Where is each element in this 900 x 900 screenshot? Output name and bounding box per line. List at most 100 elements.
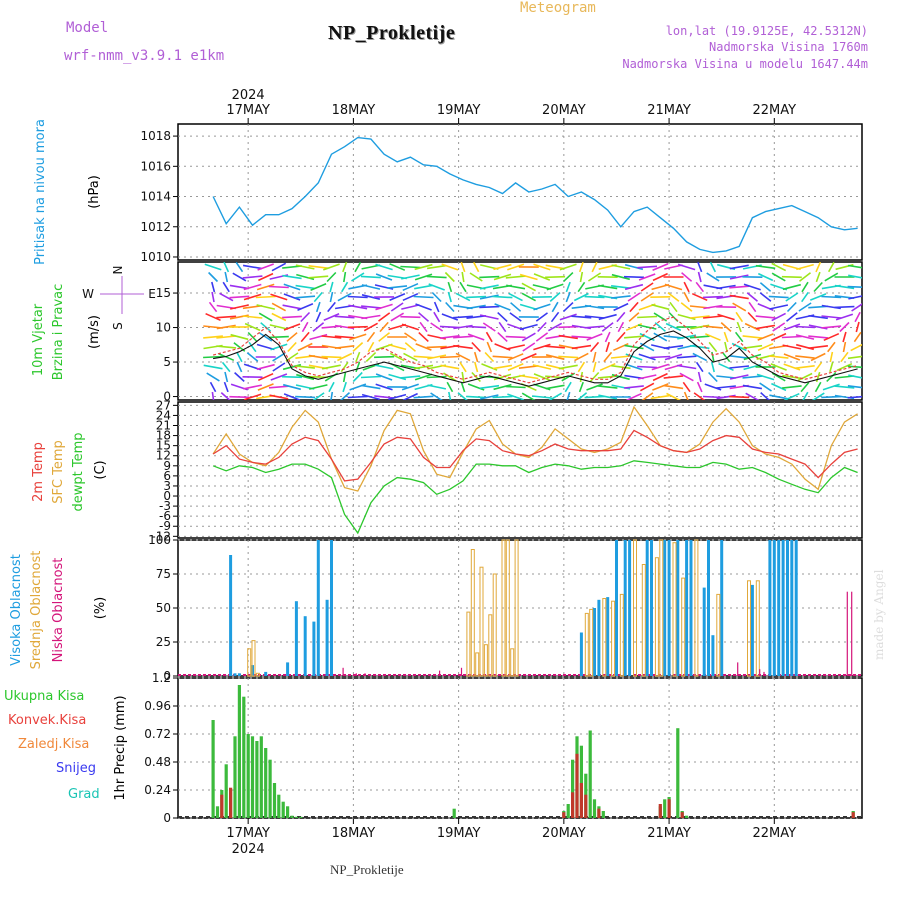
compass-n: N <box>111 266 125 275</box>
wind-barb <box>573 292 589 302</box>
wind-barb <box>270 293 288 301</box>
cloud-panel: 100 75 50 25 0 Visoka Oblacnost Srednja Oblacn… <box>9 533 863 683</box>
wind-barb <box>704 383 722 391</box>
wind-barb <box>652 272 668 282</box>
wind-barb <box>497 312 508 322</box>
wind-barb <box>827 341 836 353</box>
wind-barb <box>361 264 381 270</box>
precip-total-bar <box>579 745 583 818</box>
pressure-ytick-label: 1016 <box>140 159 171 173</box>
compass-icon: N W E S <box>82 266 156 330</box>
pressure-ytick-label: 1018 <box>140 129 171 143</box>
wind-barb <box>814 361 823 373</box>
cloud-high-bar <box>325 599 329 676</box>
precip-total-bar <box>294 816 298 818</box>
wind-barb <box>340 392 351 400</box>
wind-barb <box>624 385 644 389</box>
wind-barb <box>401 304 420 310</box>
wind-barb <box>842 341 847 353</box>
wind-barb <box>297 342 313 352</box>
wind-barb <box>389 263 406 271</box>
wind-barb <box>459 361 467 373</box>
wind-barb <box>236 351 243 363</box>
wind-barb <box>401 323 420 331</box>
wind-barb <box>680 302 693 312</box>
wind-barb <box>334 315 355 319</box>
cloud-high-bar <box>593 608 596 676</box>
wind-barb <box>696 381 703 393</box>
wind-barb <box>664 353 683 361</box>
wind-barb <box>626 392 642 400</box>
wind-barb <box>637 374 657 380</box>
wind-barb <box>795 355 815 359</box>
cloud-high-bar <box>330 540 333 676</box>
cloud-mid-bar <box>488 614 493 677</box>
temperature-ytick-label: 21 <box>156 419 171 433</box>
cloud-low-bar <box>439 670 441 676</box>
wind-barb <box>457 392 468 400</box>
wind-barb <box>390 312 405 322</box>
precip-panel: 1.2 0.96 0.72 0.48 0.24 0 Ukupna Kisa Konvek.Ki… <box>4 671 863 825</box>
wind-barb <box>855 321 860 333</box>
wind-barb <box>617 321 625 333</box>
pressure-axis-label: Pritisak na nivou mora <box>33 119 48 265</box>
wind-barb <box>757 272 774 282</box>
wind-barb <box>796 263 814 271</box>
cloud-mid-bar <box>716 593 721 677</box>
cloud-high-bar <box>711 635 715 676</box>
wind-barb <box>548 322 563 332</box>
wind-barb <box>729 294 749 300</box>
cloud-mid-bar <box>510 648 515 677</box>
wind-unit-label: (m/s) <box>87 315 102 349</box>
cloud-mid-bar <box>619 593 624 677</box>
wind-barb <box>327 301 336 313</box>
wind-barb <box>272 352 286 362</box>
wind-barb <box>781 275 802 279</box>
altitude-label: Nadmorska Visina 1760m <box>709 40 868 54</box>
precip-convective-bar <box>229 787 233 818</box>
wind-barb <box>716 385 736 389</box>
wind-barb <box>689 335 710 339</box>
wind-barb <box>348 304 368 310</box>
precip-convective-bar <box>575 753 579 818</box>
wind-ytick-label: 0 <box>163 390 171 404</box>
wind-barb <box>479 284 499 290</box>
wind-barb <box>810 293 827 301</box>
precip-total-bar <box>237 685 241 818</box>
wind-barb <box>256 304 275 310</box>
wind-barb <box>689 315 710 319</box>
wind-barb <box>492 364 513 370</box>
wind-barb <box>683 291 690 303</box>
wind-barb <box>564 381 572 393</box>
wind-barb <box>472 262 480 273</box>
wind-barb <box>729 355 749 359</box>
wind-barb <box>342 381 347 393</box>
wind-barb <box>821 325 842 329</box>
wind-barb <box>203 335 223 339</box>
wind-barb <box>404 342 417 352</box>
wind-barb <box>616 331 626 343</box>
wind-barb <box>638 273 656 281</box>
wind-barb <box>321 335 342 339</box>
wind-barb <box>256 283 275 291</box>
wind-barb <box>224 271 229 283</box>
wind-barb <box>243 384 262 390</box>
wind-speed-line <box>213 330 858 387</box>
cloud-mid-bar <box>641 564 646 677</box>
cloud-low-bar <box>342 667 344 676</box>
wind-barb <box>592 361 597 373</box>
wind-barb <box>610 355 631 359</box>
cloud-low-bar <box>364 673 366 676</box>
date-label-bottom: 18MAY <box>332 826 376 841</box>
wind-barb <box>742 384 763 390</box>
pressure-panel: 1018 1016 1014 1012 1010 <box>140 123 863 264</box>
wind-barb <box>709 262 717 273</box>
cloud-ytick-label: 100 <box>148 533 171 547</box>
wind-barb <box>558 355 579 359</box>
wind-barb <box>474 361 479 373</box>
cloud-mid-bar <box>483 644 488 677</box>
lonlat-label: lon,lat (19.9125E, 42.5312N) <box>665 24 868 38</box>
wind-barb <box>760 392 771 400</box>
precip-convective-bar <box>584 794 588 818</box>
